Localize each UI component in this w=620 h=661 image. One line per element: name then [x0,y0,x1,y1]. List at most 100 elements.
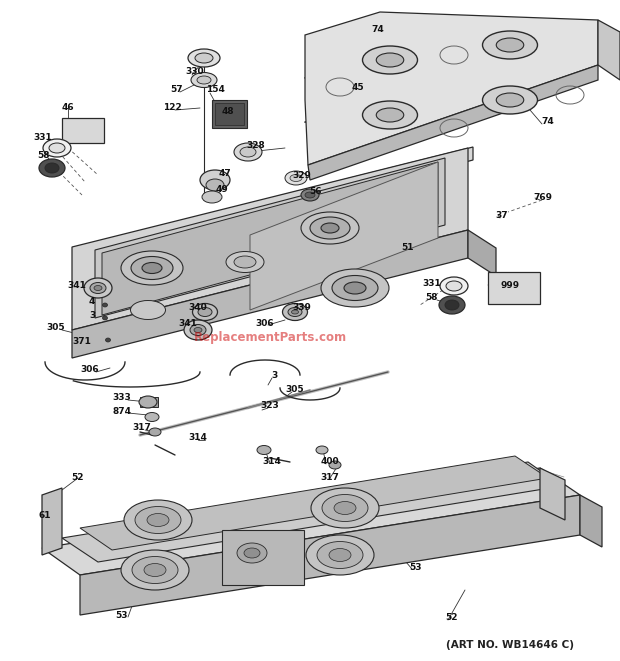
Ellipse shape [184,320,212,340]
Text: 48: 48 [222,108,234,116]
Ellipse shape [439,296,465,314]
Ellipse shape [496,38,524,52]
Polygon shape [598,20,620,80]
Text: 58: 58 [37,151,49,159]
Ellipse shape [145,412,159,422]
Text: 769: 769 [533,194,552,202]
Ellipse shape [237,543,267,563]
Text: ReplacementParts.com: ReplacementParts.com [193,332,347,344]
Ellipse shape [198,307,212,317]
Polygon shape [80,456,548,550]
Text: 3: 3 [89,311,95,319]
Text: 317: 317 [321,473,339,481]
Text: 58: 58 [426,293,438,303]
Text: 331: 331 [423,278,441,288]
Bar [222,530,304,585]
Bar [215,103,244,125]
Text: (ART NO. WB14646 C): (ART NO. WB14646 C) [446,640,574,650]
Text: 331: 331 [33,134,52,143]
Ellipse shape [39,159,65,177]
Ellipse shape [105,338,110,342]
Text: 371: 371 [73,338,91,346]
Ellipse shape [195,53,213,63]
Text: 999: 999 [500,280,520,290]
Ellipse shape [446,281,462,291]
Ellipse shape [43,139,71,157]
Polygon shape [62,462,562,562]
Text: 329: 329 [293,171,311,180]
Ellipse shape [288,307,302,317]
Ellipse shape [191,73,217,87]
Text: 330: 330 [185,67,205,77]
Text: 53: 53 [116,611,128,619]
Text: 340: 340 [188,303,207,313]
Polygon shape [42,468,580,575]
Polygon shape [102,162,438,315]
Ellipse shape [329,461,341,469]
Ellipse shape [317,541,363,568]
Ellipse shape [376,53,404,67]
Text: 314: 314 [262,457,281,467]
Ellipse shape [291,310,298,314]
Ellipse shape [226,251,264,272]
Ellipse shape [131,256,173,280]
Text: 154: 154 [206,85,224,95]
Text: 339: 339 [293,303,311,313]
Ellipse shape [321,269,389,307]
Ellipse shape [139,396,157,408]
Ellipse shape [305,192,315,198]
Text: 400: 400 [321,457,339,467]
Ellipse shape [329,549,351,561]
Ellipse shape [132,557,178,584]
Bar [488,272,540,304]
Text: 122: 122 [162,102,182,112]
Text: 305: 305 [46,323,65,332]
Polygon shape [275,147,473,212]
Text: 341: 341 [68,280,86,290]
Ellipse shape [190,325,206,336]
Bar [140,397,158,407]
Ellipse shape [316,446,328,454]
Ellipse shape [321,223,339,233]
Polygon shape [250,162,438,310]
Ellipse shape [84,278,112,298]
Ellipse shape [144,563,166,576]
Ellipse shape [206,179,224,191]
Polygon shape [95,158,445,318]
Text: 305: 305 [286,385,304,395]
Ellipse shape [234,143,262,161]
Ellipse shape [311,488,379,528]
Text: 52: 52 [71,473,83,483]
Text: 52: 52 [446,613,458,623]
Ellipse shape [332,276,378,301]
Text: 61: 61 [38,510,51,520]
Polygon shape [580,495,602,547]
Ellipse shape [257,446,271,455]
Ellipse shape [376,108,404,122]
Ellipse shape [135,506,181,533]
Polygon shape [468,230,496,276]
Ellipse shape [202,191,222,203]
Text: 46: 46 [61,102,74,112]
Bar [62,118,104,143]
Ellipse shape [482,31,538,59]
Ellipse shape [124,500,192,540]
Polygon shape [308,65,598,180]
Text: 47: 47 [219,169,231,178]
Text: 314: 314 [188,434,208,442]
Polygon shape [42,488,62,555]
Ellipse shape [188,49,220,67]
Ellipse shape [102,316,107,320]
Ellipse shape [322,494,368,522]
Text: 3: 3 [272,371,278,379]
Ellipse shape [102,303,107,307]
Ellipse shape [290,175,302,182]
Ellipse shape [45,163,59,173]
Ellipse shape [194,327,202,332]
Polygon shape [80,495,580,615]
Text: 57: 57 [170,85,184,95]
Ellipse shape [240,147,256,157]
Ellipse shape [445,300,459,310]
Text: 306: 306 [81,366,99,375]
Ellipse shape [49,143,65,153]
